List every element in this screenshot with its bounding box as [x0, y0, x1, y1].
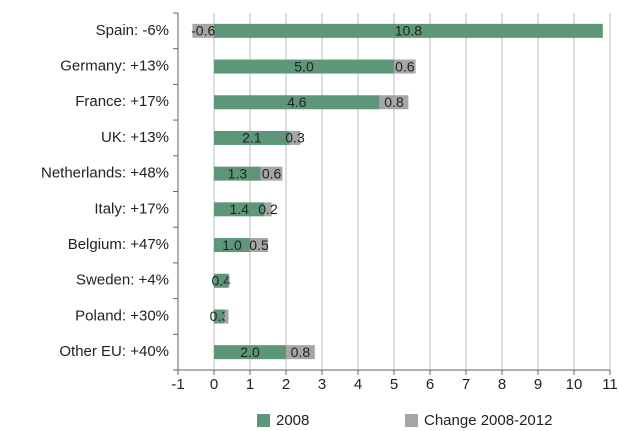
bar-segment: [214, 202, 265, 217]
x-tick-label: 9: [534, 376, 542, 393]
value-label: 5.0: [294, 58, 314, 74]
y-tick-label: UK: +13%: [101, 129, 169, 146]
legend-label: Change 2008-2012: [424, 412, 552, 429]
legend-label: 2008: [276, 412, 309, 429]
y-tick-label: Spain: -6%: [96, 22, 169, 39]
value-label: 10.8: [395, 23, 422, 39]
bar-segment: [264, 202, 272, 217]
legend-swatch: [257, 414, 270, 427]
x-tick-label: 0: [210, 376, 218, 393]
value-label: 0.2: [258, 201, 278, 217]
bar-segment: [394, 59, 416, 74]
value-label: 4.6: [287, 94, 307, 110]
x-tick-label: 10: [566, 376, 583, 393]
value-label: 0.6: [262, 165, 282, 181]
value-label: 2.0: [240, 344, 260, 360]
value-label: 0.3: [210, 308, 230, 324]
x-tick-label: 6: [426, 376, 434, 393]
y-tick-label: France: +17%: [75, 93, 169, 110]
y-tick-label: Other EU: +40%: [59, 343, 169, 360]
x-tick-label: 2: [282, 376, 290, 393]
bar-segment: [214, 95, 380, 110]
bar-segment: [214, 345, 286, 360]
legend-swatch: [405, 414, 418, 427]
x-tick-label: 8: [498, 376, 506, 393]
y-tick-label: Poland: +30%: [75, 307, 169, 324]
y-tick-label: Germany: +13%: [60, 58, 169, 75]
bar-segment: [192, 23, 214, 38]
value-label: 2.1: [242, 130, 262, 146]
value-label: 1.4: [229, 201, 249, 217]
bar-segment: [250, 238, 268, 253]
value-label: 1.3: [228, 165, 248, 181]
x-tick-label: 3: [318, 376, 326, 393]
bar-segment: [260, 166, 283, 181]
value-label: 0.4: [211, 272, 231, 288]
bar-segment: [224, 309, 229, 324]
y-tick-label: Belgium: +47%: [68, 236, 169, 253]
y-tick-label: Italy: +17%: [94, 200, 169, 217]
x-tick-label: 5: [390, 376, 398, 393]
value-label: 0.8: [384, 94, 404, 110]
value-label: 1.0: [222, 237, 242, 253]
value-label: -0.6: [191, 23, 215, 39]
bar-segment: [214, 59, 394, 74]
bar-segment: [228, 273, 230, 288]
x-tick-label: -1: [171, 376, 184, 393]
y-tick-label: Sweden: +4%: [76, 272, 169, 289]
bar-segment: [214, 166, 261, 181]
value-label: 0.8: [291, 344, 311, 360]
bar-segment: [286, 345, 315, 360]
bar-segment: [214, 130, 290, 145]
x-tick-label: 4: [354, 376, 362, 393]
value-label: 0.6: [395, 58, 415, 74]
bar-segment: [214, 238, 250, 253]
bar-segment: [214, 309, 225, 324]
bar-segment: [379, 95, 409, 110]
bar-segment: [214, 273, 229, 288]
x-tick-label: 7: [462, 376, 470, 393]
bar-segment: [214, 23, 603, 38]
x-tick-label: 11: [602, 376, 618, 393]
bar-segment: [289, 130, 301, 145]
x-tick-label: 1: [246, 376, 254, 393]
value-label: 0.5: [249, 237, 269, 253]
value-label: 0.3: [285, 130, 305, 146]
y-tick-label: Netherlands: +48%: [41, 165, 169, 182]
